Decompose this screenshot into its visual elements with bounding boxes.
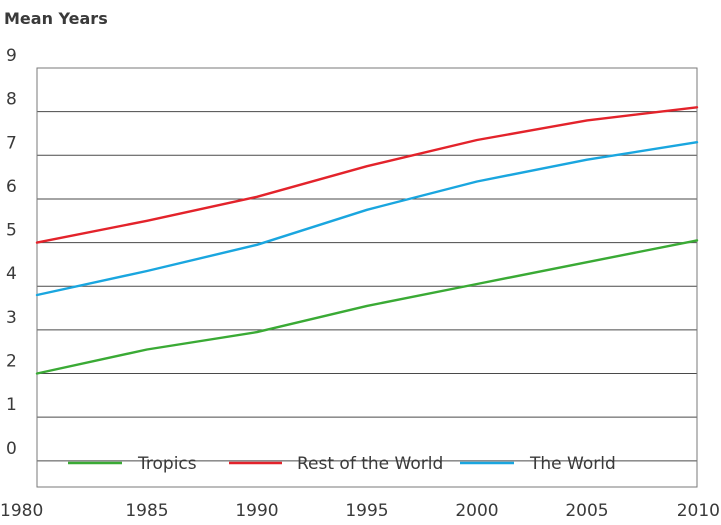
legend: Tropics Rest of the World The World: [68, 454, 616, 474]
legend-label-rest-of-the-world: Rest of the World: [297, 454, 443, 474]
x-tick-label: 2000: [455, 501, 498, 521]
x-tick-label: 2010: [677, 501, 720, 521]
y-tick-label: 4: [6, 264, 17, 284]
y-tick-label: 6: [6, 177, 17, 197]
y-tick-label: 1: [6, 395, 17, 415]
legend-label-tropics: Tropics: [137, 454, 197, 474]
x-tick-labels: 1980 1985 1990 1995 2000 2005 2010: [0, 501, 720, 521]
y-tick-label: 5: [6, 221, 17, 241]
x-tick-label: 1985: [125, 501, 168, 521]
plot-frame: [36, 67, 698, 488]
y-tick-label: 2: [6, 352, 17, 372]
series-line-the-world: [35, 140, 699, 297]
y-tick-label: 7: [6, 133, 17, 153]
x-tick-label: 1990: [235, 501, 278, 521]
y-tick-label: 3: [6, 308, 17, 328]
gridlines: [37, 67, 697, 462]
y-tick-label: 0: [6, 439, 17, 459]
x-tick-label: 2005: [565, 501, 608, 521]
y-tick-label: 9: [6, 46, 17, 66]
y-tick-label: 8: [6, 90, 17, 110]
x-tick-label: 1980: [0, 501, 43, 521]
series-lines: [35, 106, 699, 375]
legend-label-the-world: The World: [529, 454, 616, 474]
series-line-tropics: [35, 239, 699, 375]
y-axis-label: Mean Years: [4, 9, 108, 28]
y-tick-labels: 0 1 2 3 4 5 6 7 8 9: [6, 46, 17, 459]
x-tick-label: 1995: [345, 501, 388, 521]
series-line-rest-of-the-world: [35, 106, 699, 244]
